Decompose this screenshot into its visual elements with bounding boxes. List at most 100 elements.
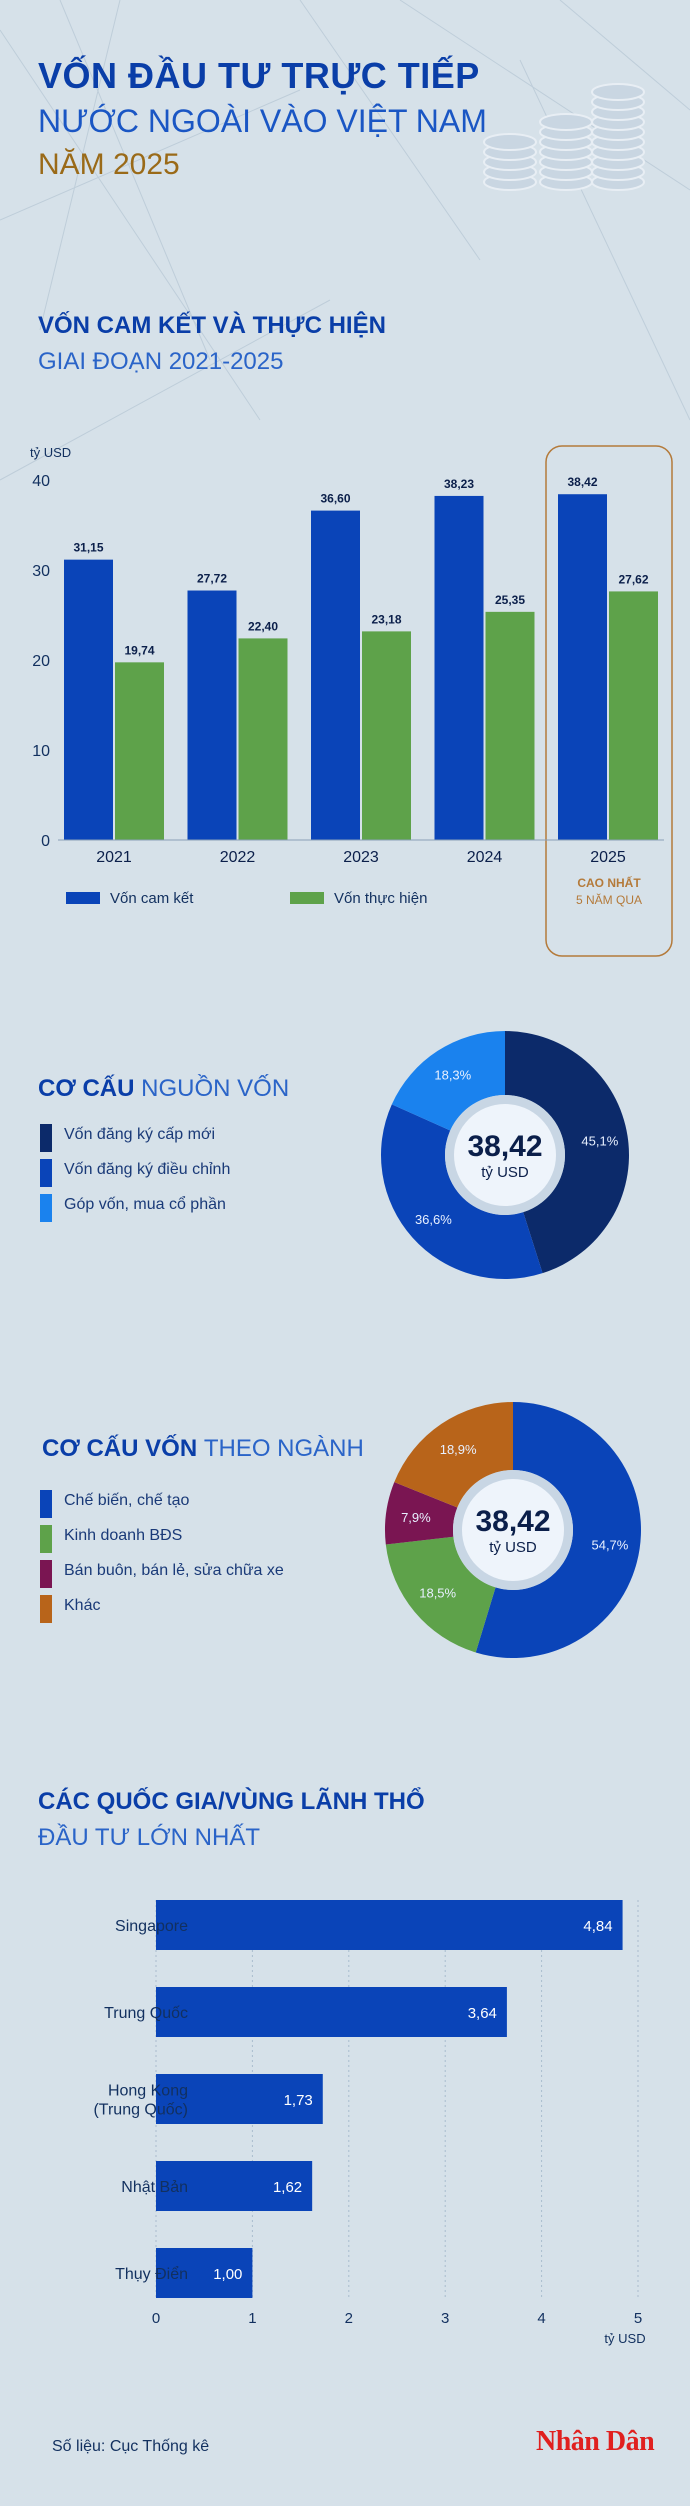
bar-committed-2021	[64, 559, 113, 840]
highlight-box	[545, 445, 673, 957]
data-label: 27,62	[618, 572, 648, 586]
category-label: (Trung Quốc)	[93, 2102, 188, 2119]
x-axis-label: tỷ USD	[604, 2331, 645, 2346]
legend-label-disbursed: Vốn thực hiện	[334, 890, 427, 907]
legend-swatch	[40, 1525, 52, 1553]
category-label: Nhật Bản	[121, 2179, 188, 2196]
page-title-year: NĂM 2025	[38, 148, 180, 181]
data-label: 19,74	[124, 643, 154, 657]
slice-label: 18,9%	[440, 1442, 477, 1457]
data-label: 25,35	[495, 593, 525, 607]
legend-label: Góp vốn, mua cổ phần	[64, 1196, 226, 1213]
slice-label: 7,9%	[401, 1510, 431, 1525]
section1-subtitle: GIAI ĐOẠN 2021-2025	[38, 348, 284, 375]
slice-0	[475, 1402, 641, 1658]
y-tick-label: 0	[41, 833, 50, 850]
bar-3	[156, 2161, 313, 2211]
pie1-center-unit: tỷ USD	[481, 1164, 529, 1181]
slice-2	[385, 1482, 458, 1545]
legend-swatch	[40, 1159, 52, 1187]
bar-value-label: 1,00	[213, 2266, 242, 2283]
legend-label: Vốn đăng ký điều chỉnh	[64, 1161, 231, 1178]
y-tick-label: 10	[32, 743, 50, 760]
nhan-dan-logo: Nhân Dân	[536, 2426, 655, 2457]
legend-label: Kinh doanh BĐS	[64, 1527, 183, 1544]
source-note: Số liệu: Cục Thống kê	[52, 2438, 210, 2455]
bar-0	[156, 1900, 623, 1950]
pie2-center-unit: tỷ USD	[489, 1539, 537, 1556]
legend-swatch	[40, 1595, 52, 1623]
data-label: 36,60	[320, 492, 350, 506]
section4-title: CÁC QUỐC GIA/VÙNG LÃNH THỔ	[38, 1788, 425, 1815]
bar-2	[156, 2074, 323, 2124]
bar-committed-2025	[558, 494, 607, 840]
x-tick-label: 1	[248, 2310, 256, 2327]
slice-1	[381, 1104, 543, 1279]
bar-value-label: 1,62	[273, 2179, 302, 2196]
bar-committed-2023	[311, 510, 360, 840]
horizontal-bar-chart: 4,84 Singapore 3,64 Trung Quốc 1,73 Hong Kong…	[93, 1900, 646, 2346]
x-tick-label: 3	[441, 2310, 449, 2327]
pie2-center-value: 38,42	[475, 1505, 551, 1538]
bar-committed-2022	[187, 590, 237, 840]
section1-title: VỐN CAM KẾT VÀ THỰC HIỆN	[38, 312, 386, 339]
category-label: Trung Quốc	[104, 2005, 188, 2022]
slice-1	[385, 1536, 496, 1653]
x-tick-label: 2022	[220, 849, 256, 866]
slice-0	[505, 1031, 629, 1274]
y-tick-label: 20	[32, 653, 50, 670]
data-label: 38,42	[567, 475, 597, 489]
data-label: 38,23	[444, 477, 474, 491]
legend-label: Bán buôn, bán lẻ, sửa chữa xe	[64, 1562, 284, 1579]
pie2-center: 38,42 tỷ USD	[463, 1505, 563, 1556]
bar-value-label: 1,73	[284, 2092, 313, 2109]
legend-swatch	[40, 1490, 52, 1518]
slice-label: 45,1%	[581, 1133, 618, 1148]
donut-chart-sources: 45,1% 36,6% 18,3%	[381, 1031, 629, 1279]
x-tick-label: 2024	[467, 849, 503, 866]
section2-title: CƠ CẤU NGUỒN VỐN	[38, 1075, 290, 1102]
donut-hole	[462, 1479, 564, 1581]
bar-disbursed-2023	[362, 631, 411, 840]
slice-label: 54,7%	[591, 1537, 628, 1552]
section4-subtitle: ĐẦU TƯ LỚN NHẤT	[38, 1824, 260, 1851]
bar-value-label: 4,84	[583, 1918, 612, 1935]
legend-label-committed: Vốn cam kết	[110, 890, 194, 907]
category-label: Thụy Điển	[115, 2265, 188, 2283]
x-tick-label: 2	[345, 2310, 353, 2327]
pie1-center: 38,42 tỷ USD	[450, 1130, 560, 1181]
legend-swatch-disbursed	[290, 892, 324, 904]
pie1-center-value: 38,42	[467, 1130, 543, 1163]
y-tick-label: 40	[32, 473, 50, 490]
bar-4	[156, 2248, 253, 2298]
page-title-line2: NƯỚC NGOÀI VÀO VIỆT NAM	[38, 103, 487, 139]
column-chart: tỷ USD CAO NHẤT 5 NĂM QUA 0 10 20 30 40 31,1…	[30, 445, 673, 957]
x-tick-label: 2025	[590, 849, 626, 866]
section3-title: CƠ CẤU VỐN THEO NGÀNH	[42, 1435, 364, 1462]
legend-label: Chế biến, chế tạo	[64, 1492, 190, 1509]
page-title: VỐN ĐẦU TƯ TRỰC TIẾP	[38, 55, 480, 96]
bar-disbursed-2022	[238, 638, 288, 840]
bar-value-label: 3,64	[468, 2005, 497, 2022]
legend-swatch-committed	[66, 892, 100, 904]
x-tick-label: 2021	[96, 849, 132, 866]
slice-3	[394, 1402, 513, 1508]
bar-disbursed-2021	[115, 662, 164, 840]
bar-disbursed-2024	[485, 611, 535, 840]
highlight-sublabel: 5 NĂM QUA	[576, 892, 642, 907]
data-label: 31,15	[73, 541, 103, 555]
y-tick-label: 30	[32, 563, 50, 580]
legend-swatch	[40, 1194, 52, 1222]
slice-label: 18,5%	[419, 1586, 456, 1601]
highlight-label: CAO NHẤT	[577, 875, 641, 890]
slice-label: 36,6%	[415, 1212, 452, 1227]
bar-committed-2024	[434, 495, 484, 840]
legend-swatch	[40, 1560, 52, 1588]
legend-label: Vốn đăng ký cấp mới	[64, 1126, 216, 1143]
donut-hole	[454, 1104, 556, 1206]
x-tick-label: 4	[537, 2310, 545, 2327]
x-tick-label: 2023	[343, 849, 379, 866]
donut-chart-sectors: 54,7% 18,5% 7,9% 18,9%	[385, 1402, 641, 1658]
bar-disbursed-2025	[609, 591, 658, 840]
coins-icon	[483, 83, 645, 191]
